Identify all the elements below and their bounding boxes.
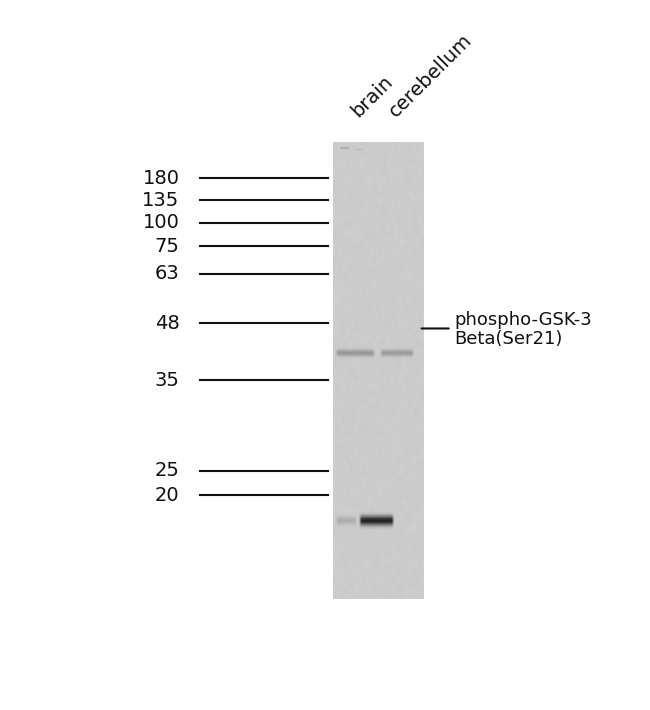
Text: 25: 25 xyxy=(155,461,179,480)
Text: phospho-GSK-3: phospho-GSK-3 xyxy=(454,311,592,329)
Text: 48: 48 xyxy=(155,314,179,332)
Text: 20: 20 xyxy=(155,486,179,505)
Text: Beta(Ser21): Beta(Ser21) xyxy=(454,330,562,349)
Text: 75: 75 xyxy=(155,237,179,256)
Text: cerebellum: cerebellum xyxy=(385,31,476,121)
Text: 63: 63 xyxy=(155,264,179,283)
Text: 180: 180 xyxy=(142,169,179,187)
Text: 135: 135 xyxy=(142,190,179,209)
Text: brain: brain xyxy=(347,72,396,121)
Text: 100: 100 xyxy=(142,214,179,232)
Text: 35: 35 xyxy=(155,371,179,390)
